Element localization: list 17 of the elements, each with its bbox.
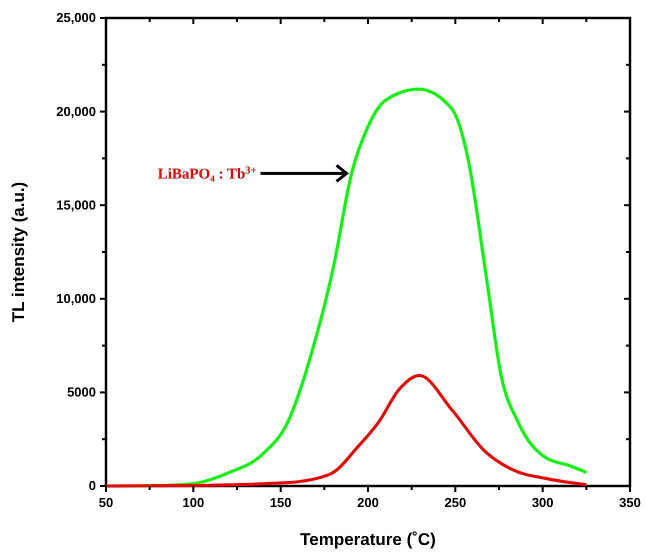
x-tick-label: 250: [444, 495, 466, 510]
y-tick-label: 10,000: [56, 290, 96, 306]
y-tick-label: 20,000: [56, 104, 96, 119]
x-tick-label: 300: [532, 495, 554, 510]
x-tick-label: 150: [270, 495, 292, 510]
y-tick-label: 5000: [67, 384, 96, 400]
line-series: [104, 374, 588, 488]
y-tick-label: 25,000: [56, 10, 96, 26]
x-tick-label: 100: [182, 495, 204, 510]
x-tick-label: 50: [98, 495, 114, 510]
y-axis-title: TL intensity (a.u.): [9, 182, 28, 322]
y-tick-label: 0: [88, 478, 96, 494]
x-tick-label: 200: [357, 495, 379, 510]
annotation: LiBaPO₄ : Tb$^{3+}$: [158, 164, 257, 182]
x-tick-label: 350: [619, 495, 641, 510]
x-axis-title: Temperature (˚C): [300, 530, 436, 549]
y-tick-label: 15,000: [56, 197, 96, 212]
